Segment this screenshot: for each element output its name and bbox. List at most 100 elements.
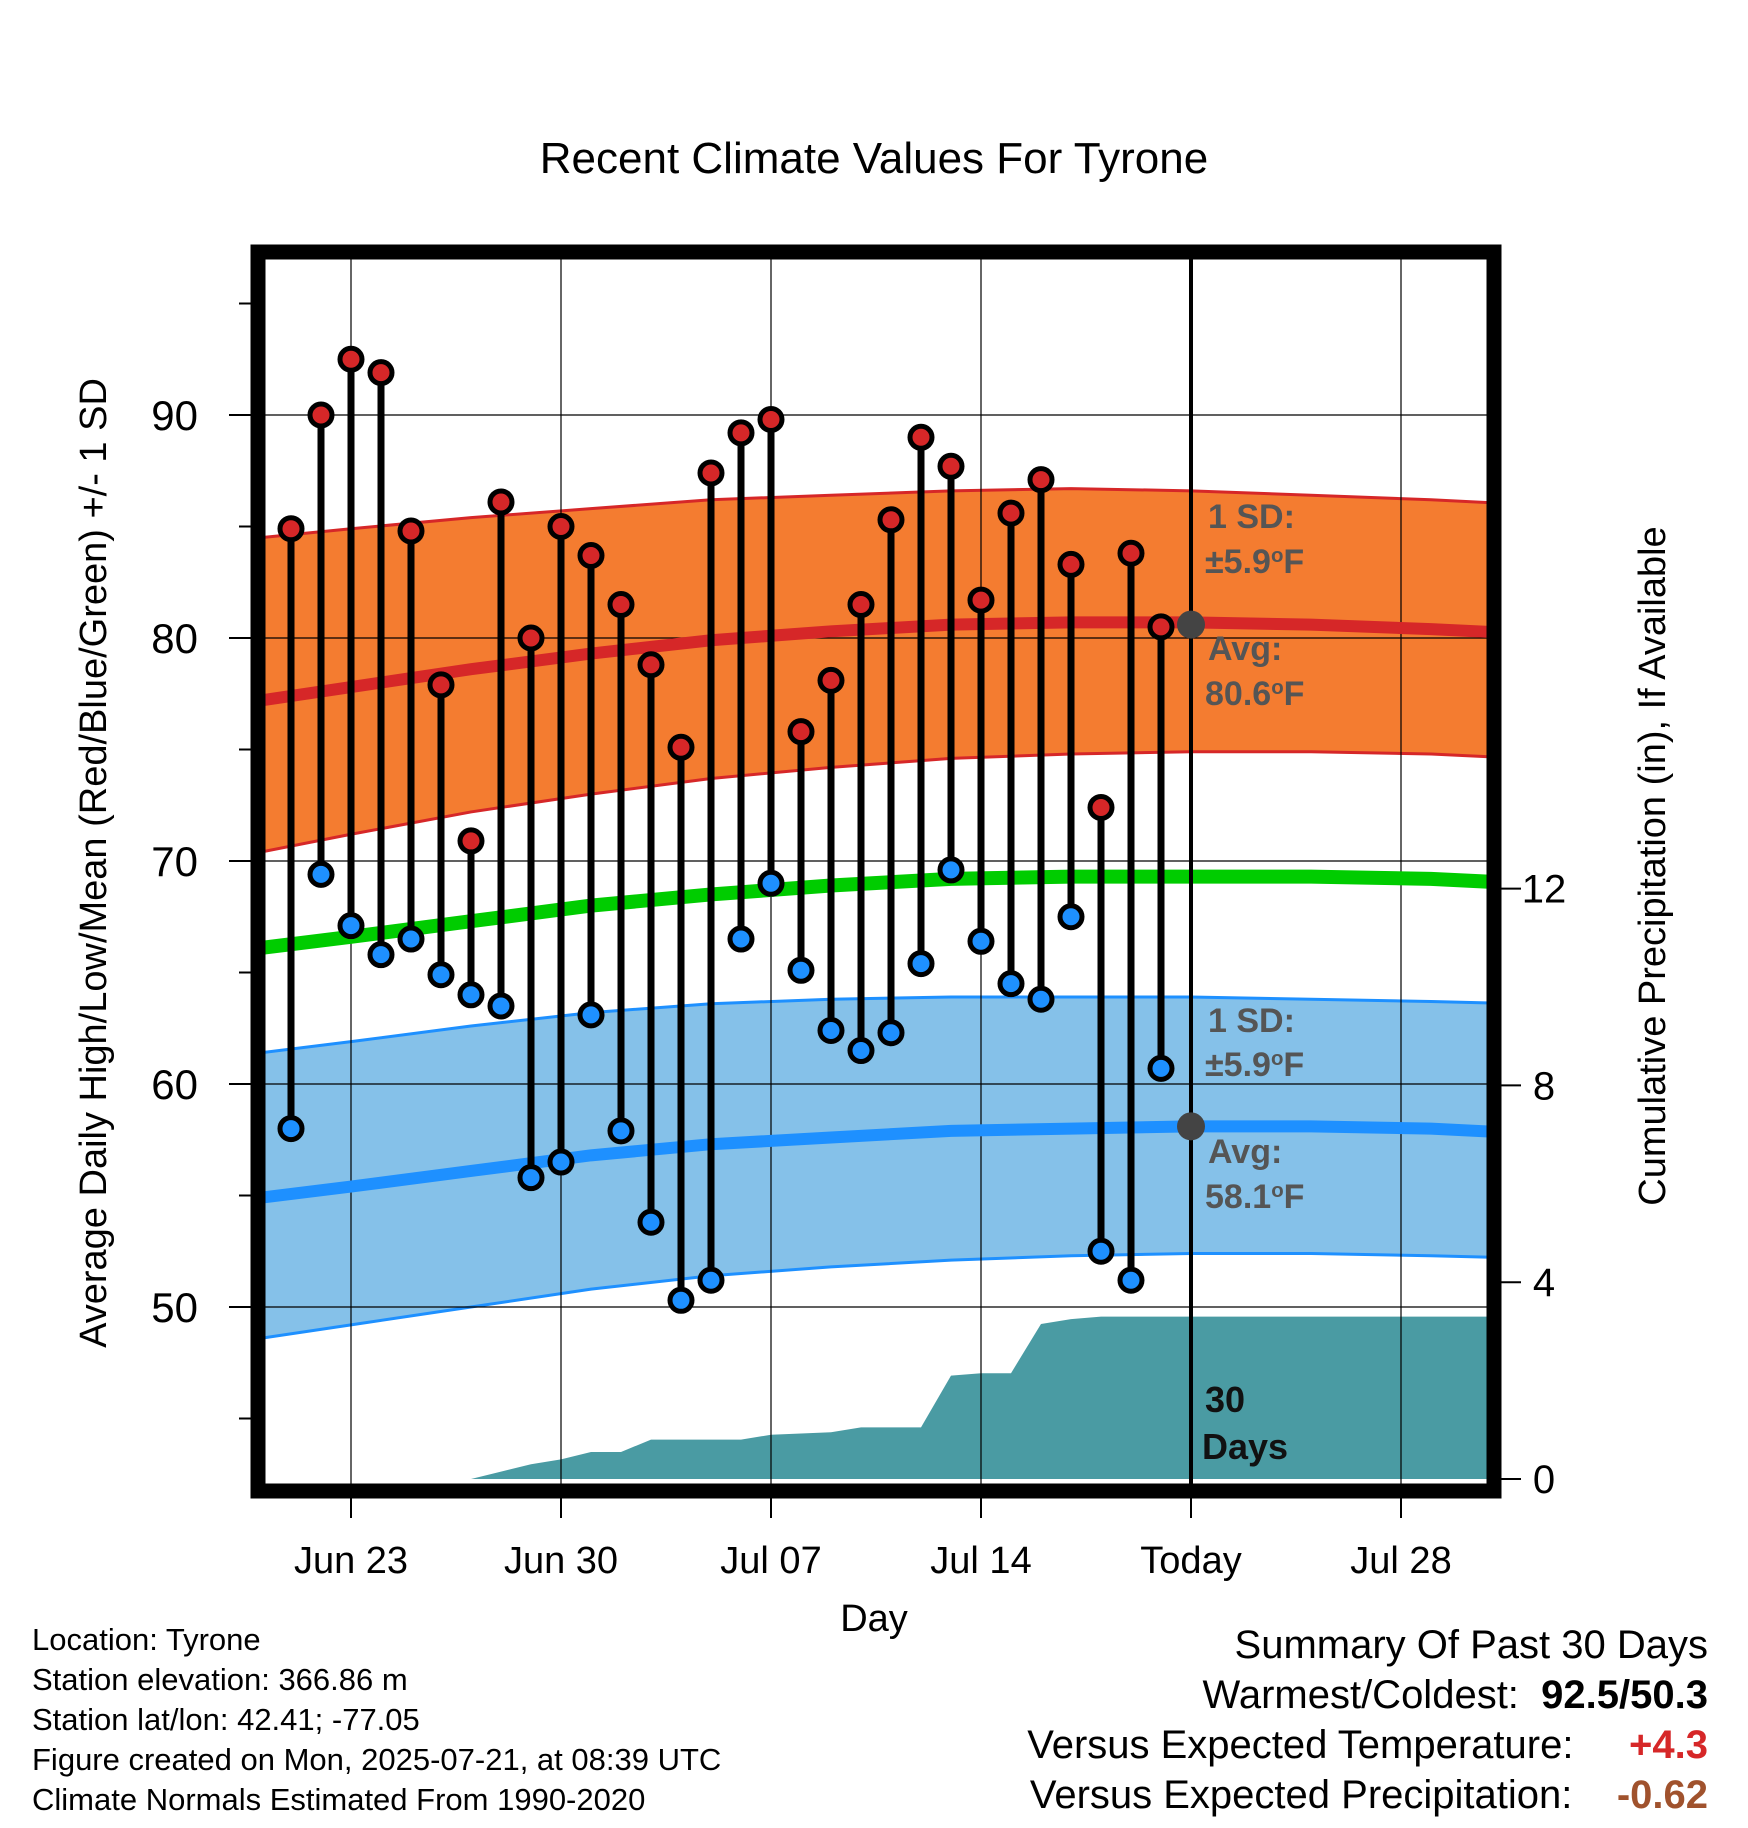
low-sd-band <box>261 997 1491 1339</box>
normal-low-line <box>261 1120 1491 1204</box>
daily-high-point <box>397 517 425 545</box>
summary-warmest-value: 92.5 <box>1541 1673 1620 1717</box>
daily-high-point <box>487 488 515 516</box>
x-tick-label: Jul 14 <box>930 1540 1031 1582</box>
info-latlon: Station lat/lon: 42.41; -77.05 <box>32 1702 420 1737</box>
daily-low-point <box>337 912 365 940</box>
daily-low-point <box>277 1115 305 1143</box>
daily-high-point <box>1027 466 1055 494</box>
summary-temp-label: Versus Expected Temperature: <box>1027 1723 1574 1767</box>
high-sd-label: 1 SD: <box>1208 498 1295 536</box>
daily-low-point <box>1027 985 1055 1013</box>
daily-high-point <box>847 591 875 619</box>
y-right-tick-label: 12 <box>1522 868 1567 912</box>
daily-high-point <box>337 345 365 373</box>
station-info: Location: Tyrone Station elevation: 366.… <box>32 1620 721 1820</box>
daily-low-point <box>637 1208 665 1236</box>
summary-precip-value: -0.62 <box>1616 1773 1708 1817</box>
daily-low-point <box>787 956 815 984</box>
daily-low-point <box>907 950 935 978</box>
daily-low-point <box>967 927 995 955</box>
daily-high-point <box>547 513 575 540</box>
daily-high-point <box>607 591 635 619</box>
summary-precip-label: Versus Expected Precipitation: <box>1029 1773 1573 1817</box>
daily-high-point <box>1117 539 1145 567</box>
daily-high-point <box>787 718 815 746</box>
daily-low-point <box>847 1037 875 1065</box>
daily-low-point <box>667 1286 695 1314</box>
summary-warmest-row: Warmest/Coldest: 92.5/50.3 <box>1027 1670 1708 1720</box>
plot-area <box>261 255 1491 1488</box>
summary-coldest-value: 50.3 <box>1630 1673 1708 1717</box>
daily-high-point <box>367 359 395 387</box>
high-avg-label: Avg: <box>1208 630 1282 668</box>
daily-low-point <box>1087 1237 1115 1265</box>
summary-warmest-label: Warmest/Coldest: <box>1202 1673 1519 1717</box>
daily-low-point <box>937 856 965 884</box>
period-number-label: 30 <box>1205 1379 1245 1420</box>
y-left-tick-label: 80 <box>151 615 198 662</box>
daily-low-point <box>997 970 1025 998</box>
x-tick-label: Jul 07 <box>720 1540 821 1582</box>
info-normals: Climate Normals Estimated From 1990-2020 <box>32 1782 646 1817</box>
daily-low-point <box>727 925 755 953</box>
daily-high-point <box>997 499 1025 527</box>
x-tick-label: Today <box>1140 1540 1241 1582</box>
daily-low-point <box>517 1164 545 1192</box>
low-avg-value: 58.1oF <box>1205 1178 1304 1216</box>
y-right-tick-label: 8 <box>1533 1064 1555 1108</box>
daily-high-point <box>307 401 335 429</box>
y-right-tick-label: 0 <box>1533 1458 1555 1502</box>
y-axis-left-title: Average Daily High/Low/Mean (Red/Blue/Gr… <box>73 378 115 1348</box>
daily-low-point <box>817 1016 845 1044</box>
x-tick-label: Jun 30 <box>504 1540 618 1582</box>
daily-low-point <box>547 1148 575 1176</box>
y-left-tick-label: 90 <box>151 392 198 439</box>
y-left-tick-label: 50 <box>151 1284 198 1331</box>
y-right-tick-label: 4 <box>1533 1261 1555 1305</box>
summary-panel: Summary Of Past 30 Days Warmest/Coldest:… <box>1027 1620 1708 1820</box>
summary-temp-value: +4.3 <box>1629 1723 1708 1767</box>
period-unit-label: Days <box>1202 1426 1288 1467</box>
daily-high-point <box>277 515 305 543</box>
daily-high-point <box>727 419 755 447</box>
daily-high-point <box>757 405 785 433</box>
daily-low-point <box>367 941 395 969</box>
precip-area <box>261 1316 1491 1479</box>
daily-high-point <box>1057 550 1085 578</box>
low-avg-label: Avg: <box>1208 1133 1282 1171</box>
daily-high-point <box>637 651 665 679</box>
daily-high-point <box>577 541 605 569</box>
info-location: Location: Tyrone <box>32 1622 261 1657</box>
x-tick-label: Jun 23 <box>294 1540 408 1582</box>
high-sd-band-upper-edge <box>261 487 1491 540</box>
low-sd-value: ±5.9oF <box>1205 1046 1304 1084</box>
daily-high-point <box>667 733 695 761</box>
daily-low-point <box>877 1019 905 1047</box>
y-axis-right-title: Cumulative Precipitation (in), If Availa… <box>1632 526 1674 1205</box>
daily-high-point <box>1147 613 1175 641</box>
info-created: Figure created on Mon, 2025-07-21, at 08… <box>32 1742 722 1777</box>
daily-low-point <box>757 869 785 897</box>
low-avg-dot <box>1177 1112 1205 1141</box>
high-sd-value: ±5.9oF <box>1205 543 1304 581</box>
daily-high-point <box>457 827 485 855</box>
daily-high-point <box>877 506 905 534</box>
chart-title: Recent Climate Values For Tyrone <box>540 134 1208 183</box>
daily-low-point <box>397 925 425 953</box>
daily-high-point <box>517 624 545 652</box>
x-tick-label: Jul 28 <box>1350 1540 1451 1582</box>
daily-high-point <box>697 459 725 487</box>
high-avg-dot <box>1177 610 1205 639</box>
summary-separator: / <box>1619 1673 1631 1717</box>
x-axis-title: Day <box>840 1598 908 1640</box>
high-sd-band <box>261 488 1491 853</box>
daily-low-point <box>697 1266 725 1294</box>
low-sd-band-lower-edge <box>261 1251 1491 1340</box>
daily-low-point <box>1117 1266 1145 1294</box>
summary-title: Summary Of Past 30 Days <box>1234 1623 1708 1667</box>
info-elevation: Station elevation: 366.86 m <box>32 1662 408 1697</box>
daily-low-point <box>607 1117 635 1145</box>
daily-high-point <box>967 586 995 614</box>
